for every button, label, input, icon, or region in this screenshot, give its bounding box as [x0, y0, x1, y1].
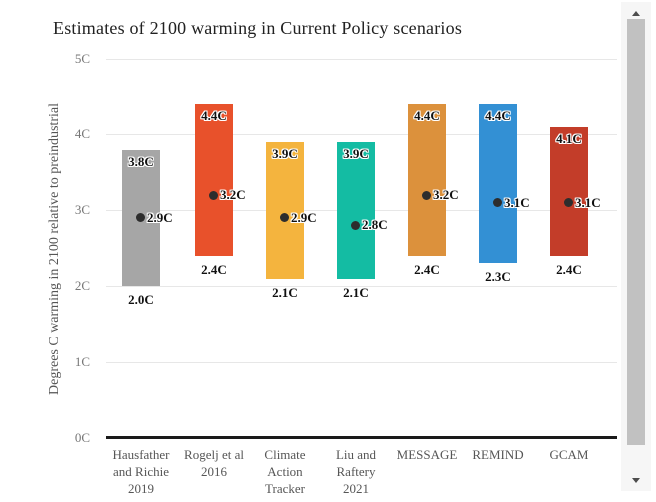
- y-tick-label: 2C: [74, 278, 90, 294]
- central-estimate-dot: [136, 213, 145, 223]
- bar-min-label: 2.4C: [556, 261, 582, 277]
- bar-max-label: 3.9C: [343, 145, 369, 161]
- bar-min-label: 2.3C: [485, 269, 511, 285]
- bar-mid-label: 3.1C: [504, 194, 530, 210]
- y-tick-label: 3C: [74, 202, 90, 218]
- bar-mid: 2.9C: [280, 209, 317, 227]
- bar-max-label: 4.1C: [556, 130, 582, 146]
- bar-mid: 3.1C: [493, 194, 530, 212]
- bar-mid: 3.1C: [564, 194, 601, 212]
- bar-max-label: 3.9C: [272, 145, 298, 161]
- x-tick-label: GCAM: [549, 447, 589, 462]
- chart-title: Estimates of 2100 warming in Current Pol…: [53, 18, 463, 38]
- bar-min-label: 2.4C: [201, 261, 227, 277]
- central-estimate-dot: [493, 198, 502, 208]
- x-axis-line: [106, 436, 617, 439]
- central-estimate-dot: [209, 190, 218, 200]
- bar-mid: 2.8C: [351, 216, 388, 234]
- gridline: [106, 134, 617, 136]
- scrollbar-thumb[interactable]: [627, 19, 645, 445]
- bar-group: 4.4C 3.2C 2.4C: [391, 0, 463, 445]
- bar-max-label: 4.4C: [485, 108, 511, 124]
- range-bar: [479, 104, 517, 264]
- bar-group: 4.1C 3.1C 2.4C: [533, 0, 605, 445]
- range-bar: [550, 126, 588, 256]
- scrollbar-down-icon[interactable]: [632, 478, 640, 483]
- bar-mid-label: 3.2C: [433, 187, 459, 203]
- y-tick-label: 4C: [74, 126, 90, 142]
- gridline: [106, 362, 617, 364]
- x-tick-label: Climate Action Tracker: [264, 447, 306, 496]
- y-tick-label: 5C: [74, 50, 90, 66]
- bar-min-label: 2.0C: [128, 292, 154, 308]
- bar-min-label: 2.1C: [343, 284, 369, 300]
- bar-mid-label: 2.9C: [291, 209, 317, 225]
- vertical-scrollbar[interactable]: [621, 2, 651, 491]
- bar-group: 4.4C 3.2C 2.4C: [178, 0, 250, 445]
- bar-mid-label: 3.2C: [220, 187, 246, 203]
- bar-group: 4.4C 3.1C 2.3C: [462, 0, 534, 445]
- bar-mid-label: 2.8C: [362, 217, 388, 233]
- central-estimate-dot: [280, 213, 289, 223]
- x-tick-label: REMIND: [472, 447, 524, 462]
- bar-min-label: 2.1C: [272, 284, 298, 300]
- range-bar: [195, 104, 233, 256]
- bar-mid: 3.2C: [422, 186, 459, 204]
- gridline: [106, 58, 617, 60]
- bar-group: 3.9C 2.8C 2.1C: [320, 0, 392, 445]
- scrollbar-up-icon[interactable]: [632, 11, 640, 16]
- gridline: [106, 286, 617, 288]
- range-bar: [266, 141, 304, 279]
- bar-mid: 3.2C: [209, 186, 246, 204]
- bar-mid-label: 3.1C: [575, 194, 601, 210]
- bar-max-label: 3.8C: [128, 153, 154, 169]
- bar-group: 3.9C 2.9C 2.1C: [249, 0, 321, 445]
- bar-mid: 2.9C: [136, 209, 173, 227]
- bar-mid-label: 2.9C: [147, 209, 173, 225]
- range-bar: [408, 104, 446, 256]
- central-estimate-dot: [422, 190, 431, 200]
- bar-group: 3.8C 2.9C 2.0C: [105, 0, 177, 445]
- x-tick-label: MESSAGE: [396, 447, 458, 462]
- central-estimate-dot: [564, 198, 573, 208]
- y-tick-label: 1C: [74, 354, 90, 370]
- range-bar: [337, 141, 375, 279]
- bar-max-label: 4.4C: [414, 108, 440, 124]
- y-tick-label: 0C: [74, 430, 90, 445]
- bar-max-label: 4.4C: [201, 108, 227, 124]
- bar-min-label: 2.4C: [414, 261, 440, 277]
- y-axis-title: Degrees C warming in 2100 relative to pr…: [47, 103, 62, 395]
- central-estimate-dot: [351, 220, 360, 230]
- x-tick-label: Rogelj et al 2016: [184, 447, 244, 479]
- x-tick-label: Liu and Raftery 2021: [335, 447, 377, 496]
- x-tick-label: Hausfather and Richie 2019: [112, 447, 170, 496]
